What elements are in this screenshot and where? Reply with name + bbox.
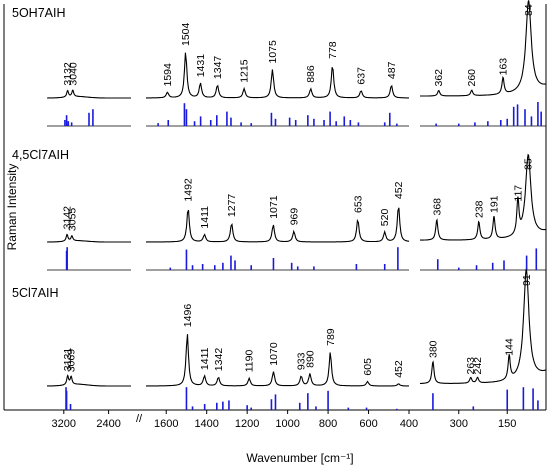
peak-label: 3142 — [62, 206, 74, 230]
x-tick-label: 150 — [498, 418, 516, 430]
peak-label: 368 — [431, 198, 443, 216]
peak-label: 362 — [433, 69, 445, 87]
x-axis-title: Wavenumber [cm⁻¹] — [246, 451, 353, 465]
peak-label: 117 — [512, 185, 524, 202]
peak-label: 1075 — [267, 40, 279, 64]
peak-label: 969 — [288, 208, 300, 226]
peak-label: 1070 — [268, 342, 280, 366]
peak-label: 1411 — [199, 347, 211, 370]
experimental-spectrum-line — [47, 374, 131, 387]
peak-label: 452 — [393, 181, 405, 199]
peak-label: 260 — [466, 69, 478, 87]
y-axis-title: Raman Intensity — [5, 164, 19, 251]
peak-label: 778 — [327, 41, 339, 59]
x-tick-label: 2400 — [96, 418, 120, 430]
peak-label: 886 — [305, 65, 317, 83]
axis-break-mark: // — [136, 413, 143, 425]
peak-label: 91 — [521, 274, 533, 286]
peak-label: 1504 — [180, 22, 192, 46]
peak-label: 3040 — [67, 62, 79, 86]
peak-label: 380 — [427, 340, 439, 358]
peak-label: 1277 — [226, 194, 238, 218]
peak-label: 163 — [498, 58, 510, 76]
peak-label: 605 — [362, 358, 374, 376]
x-tick-label: 3200 — [52, 418, 76, 430]
peak-label: 238 — [473, 200, 485, 218]
peak-label: 3131 — [62, 348, 74, 372]
peak-label: 1342 — [213, 348, 225, 372]
peak-label: 637 — [356, 67, 368, 85]
experimental-spectrum-line — [419, 268, 547, 385]
experimental-spectrum-line — [420, 0, 546, 97]
peak-label: 890 — [304, 350, 316, 368]
x-tick-label: 300 — [450, 418, 468, 430]
peak-label: 263 — [465, 357, 477, 375]
peak-label: 653 — [352, 195, 364, 213]
peak-label: 789 — [325, 328, 337, 346]
peak-label: 3069 — [66, 349, 78, 373]
experimental-spectrum-line — [47, 89, 131, 99]
experimental-spectrum-line — [146, 207, 410, 243]
panel-sample-name: 4,5Cl7AIH — [12, 148, 69, 162]
x-tick-label: 1600 — [154, 418, 178, 430]
x-tick-label: 400 — [400, 418, 418, 430]
peak-label: 1190 — [244, 350, 256, 373]
peak-label: 1431 — [195, 54, 207, 78]
x-tick-label: 600 — [359, 418, 377, 430]
experimental-spectrum-line — [146, 52, 409, 99]
peak-label: 1496 — [182, 304, 194, 328]
peak-label: 452 — [393, 360, 405, 378]
panel-sample-name: 5OH7AIH — [12, 6, 66, 20]
peak-label: 487 — [386, 61, 398, 79]
experimental-spectrum-line — [146, 334, 409, 387]
x-tick-label: 1400 — [194, 418, 218, 430]
peak-label: 933 — [296, 352, 308, 370]
peak-label: 85 — [523, 158, 535, 170]
x-tick-label: 1200 — [235, 418, 259, 430]
peak-label: 191 — [489, 195, 501, 213]
experimental-spectrum-line — [420, 153, 547, 241]
peak-label: 1071 — [268, 195, 280, 219]
panel-sample-name: 5Cl7AIH — [12, 286, 59, 300]
peak-label: 1347 — [212, 56, 224, 80]
peak-label: 84 — [523, 4, 535, 16]
peak-label: 3132 — [62, 62, 74, 86]
peak-label: 3055 — [66, 208, 78, 232]
peak-label: 242 — [472, 357, 484, 375]
peak-label: 520 — [379, 209, 391, 227]
peak-label: 1594 — [162, 63, 174, 87]
peak-label: 144 — [504, 338, 516, 356]
x-tick-label: 1000 — [275, 418, 299, 430]
x-tick-label: 800 — [319, 418, 337, 430]
peak-label: 1411 — [199, 206, 211, 229]
peak-label: 1492 — [183, 178, 195, 202]
peak-label: 1215 — [239, 59, 251, 83]
experimental-spectrum-line — [47, 233, 131, 243]
